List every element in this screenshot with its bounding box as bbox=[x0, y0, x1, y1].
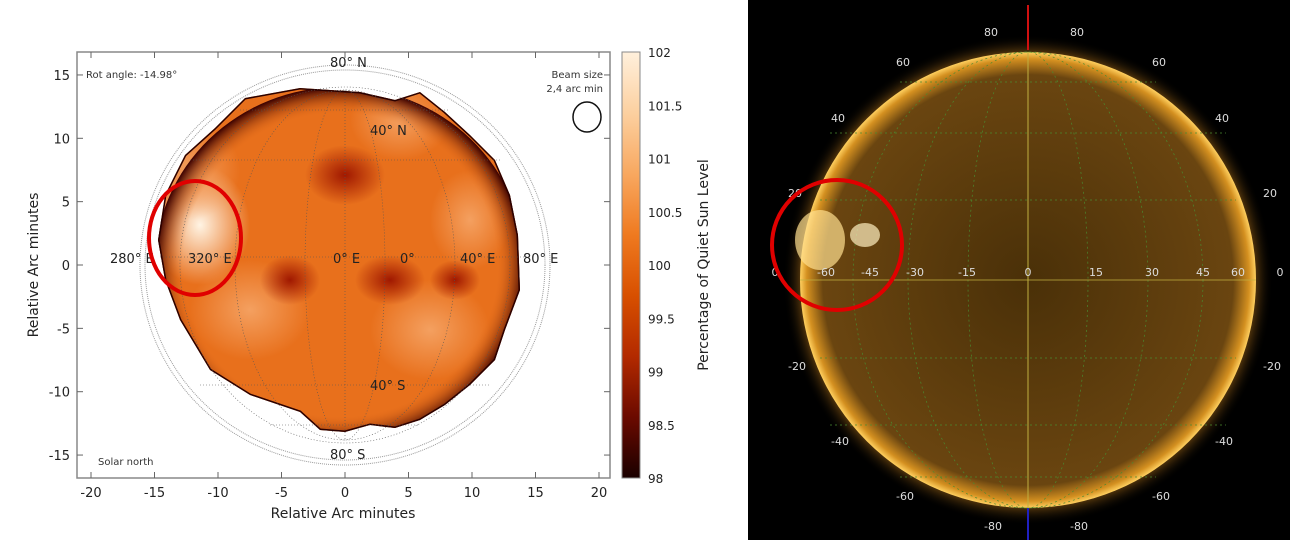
solar-north-label: Solar north bbox=[98, 457, 154, 468]
x-axis-label: Relative Arc minutes bbox=[271, 506, 416, 522]
lat-label: 40 bbox=[1215, 112, 1229, 125]
lon-label: -15 bbox=[958, 266, 976, 279]
grid-label: 40° S bbox=[370, 379, 405, 394]
active-region bbox=[795, 210, 880, 270]
grid-labels: 80° N 40° N 280° E 320° E 0° E 0° 40° E … bbox=[110, 56, 558, 463]
grid-label: 320° E bbox=[188, 252, 232, 267]
lat-label: -40 bbox=[1215, 435, 1233, 448]
rot-angle-label: Rot angle: -14.98° bbox=[86, 70, 177, 81]
beam-size-value: 2,4 arc min bbox=[546, 84, 603, 95]
colorbar-gradient bbox=[621, 51, 641, 479]
lat-label: -80 bbox=[1070, 520, 1088, 533]
lon-label: 15 bbox=[1089, 266, 1103, 279]
colorbar: 98 98.5 99 99.5 100 100.5 101 101.5 102 bbox=[621, 46, 682, 486]
lon-label: 0 bbox=[772, 266, 779, 279]
lat-label: -60 bbox=[896, 490, 914, 503]
lon-label: 0 bbox=[1277, 266, 1284, 279]
grid-label: 80° E bbox=[523, 252, 558, 267]
y-tick-label: -10 bbox=[49, 386, 70, 401]
lon-label: 30 bbox=[1145, 266, 1159, 279]
grid-label: 0° E bbox=[333, 252, 360, 267]
grid-label: 40° E bbox=[460, 252, 495, 267]
grid-label: 80° N bbox=[330, 56, 367, 71]
lat-label: 20 bbox=[1263, 187, 1277, 200]
highlight-circle bbox=[770, 178, 904, 312]
colorbar-tick-label: 99 bbox=[648, 366, 663, 380]
x-tick-label: -5 bbox=[275, 486, 288, 501]
lon-label: 45 bbox=[1196, 266, 1210, 279]
lat-label: 80 bbox=[984, 26, 998, 39]
colorbar-tick-label: 101.5 bbox=[648, 99, 682, 113]
grid-label: 40° N bbox=[370, 124, 407, 139]
heliographic-grid bbox=[160, 86, 530, 444]
heatmap-chart: 80° N 40° N 280° E 320° E 0° E 0° 40° E … bbox=[26, 46, 712, 522]
colorbar-tick-label: 101 bbox=[648, 153, 671, 167]
colorbar-label: Percentage of Quiet Sun Level bbox=[696, 159, 712, 371]
lat-label: -40 bbox=[831, 435, 849, 448]
grid-label: 0° bbox=[400, 252, 415, 267]
y-tick-label: -5 bbox=[57, 322, 70, 337]
colorbar-tick-label: 98.5 bbox=[648, 419, 675, 433]
y-axis: -15 -10 -5 0 5 10 15 bbox=[49, 69, 610, 464]
x-axis: -20 -15 -10 -5 0 5 10 15 20 bbox=[80, 52, 607, 501]
x-tick-label: -15 bbox=[144, 486, 165, 501]
lat-label: 60 bbox=[896, 56, 910, 69]
lon-label: 0 bbox=[1025, 266, 1032, 279]
x-tick-label: 20 bbox=[591, 486, 608, 501]
lat-label: -80 bbox=[984, 520, 1002, 533]
colorbar-tick-label: 98 bbox=[648, 472, 663, 486]
outer-limb-circles bbox=[139, 64, 551, 466]
lon-label: 60 bbox=[1231, 266, 1245, 279]
lon-label: -45 bbox=[861, 266, 879, 279]
colorbar-tick-label: 102 bbox=[648, 46, 671, 60]
x-tick-label: 0 bbox=[341, 486, 349, 501]
y-tick-label: 15 bbox=[53, 69, 70, 84]
grid-label: 280° E bbox=[110, 252, 154, 267]
highlight-ellipse bbox=[147, 179, 243, 297]
y-tick-label: 5 bbox=[62, 196, 70, 211]
beam-circle bbox=[572, 101, 602, 133]
solar-image-panel: 80 80 60 60 40 40 20 20 -20 -20 -40 -40 … bbox=[748, 0, 1290, 540]
y-tick-label: -15 bbox=[49, 449, 70, 464]
y-tick-label: 0 bbox=[62, 259, 70, 274]
beam-size-label: Beam size bbox=[552, 70, 603, 81]
sun-labels: 80 80 60 60 40 40 20 20 -20 -20 -40 -40 … bbox=[772, 26, 1284, 533]
lat-label: -20 bbox=[788, 360, 806, 373]
colorbar-tick-label: 100 bbox=[648, 259, 671, 273]
lat-label: -20 bbox=[1263, 360, 1281, 373]
x-tick-label: 5 bbox=[404, 486, 412, 501]
colorbar-tick-label: 100.5 bbox=[648, 206, 682, 220]
lon-label: -60 bbox=[817, 266, 835, 279]
x-tick-label: 10 bbox=[464, 486, 481, 501]
lat-label: 60 bbox=[1152, 56, 1166, 69]
lon-label: -30 bbox=[906, 266, 924, 279]
x-tick-label: -10 bbox=[207, 486, 228, 501]
y-axis-label: Relative Arc minutes bbox=[26, 193, 42, 338]
y-tick-label: 10 bbox=[53, 132, 70, 147]
lat-label: 40 bbox=[831, 112, 845, 125]
x-tick-label: 15 bbox=[527, 486, 544, 501]
x-tick-label: -20 bbox=[80, 486, 101, 501]
lat-label: 80 bbox=[1070, 26, 1084, 39]
lat-label: -60 bbox=[1152, 490, 1170, 503]
grid-label: 80° S bbox=[330, 448, 365, 463]
colorbar-tick-label: 99.5 bbox=[648, 312, 675, 326]
